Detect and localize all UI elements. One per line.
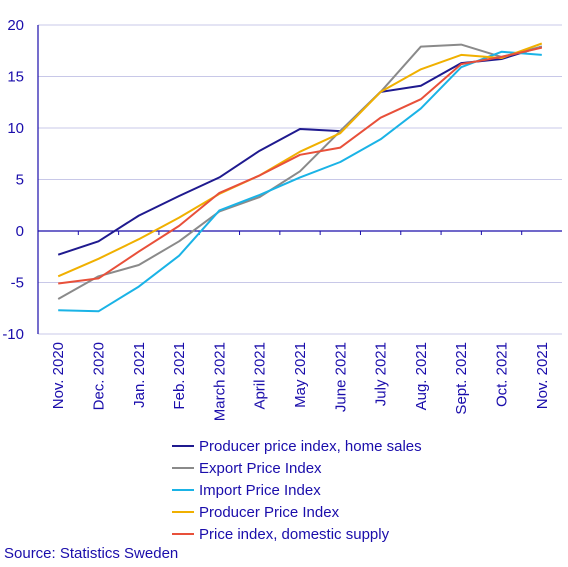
x-tick-label: Nov. 2020 [50, 342, 67, 409]
y-tick-label: 20 [7, 17, 24, 34]
x-tick-label: Oct. 2021 [494, 342, 511, 407]
x-tick-label: May 2021 [292, 342, 309, 408]
x-tick-label: Sept. 2021 [453, 342, 470, 415]
legend: Producer price index, home sales Export P… [172, 438, 422, 543]
gridlines [38, 24, 562, 335]
x-tick-label: Nov. 2021 [534, 342, 551, 409]
x-tick-label: Aug. 2021 [413, 342, 430, 410]
legend-label: Producer price index, home sales [199, 438, 422, 455]
x-tick-label: March 2021 [211, 342, 228, 421]
legend-label: Price index, domestic supply [199, 526, 390, 543]
x-tick-label: June 2021 [332, 342, 349, 412]
y-tick-label: 10 [7, 120, 24, 137]
series-line-5 [58, 46, 543, 285]
series-line-2 [57, 43, 543, 300]
series-lines [57, 42, 543, 313]
y-tick-label: 5 [16, 172, 24, 189]
x-tick-label: Dec. 2020 [90, 342, 107, 410]
series-line-4 [57, 42, 543, 278]
x-tick-label: Feb. 2021 [171, 342, 188, 410]
x-tick-label: Jan. 2021 [131, 342, 148, 408]
legend-label: Import Price Index [199, 482, 321, 499]
y-tick-label: 0 [16, 223, 24, 240]
legend-label: Producer Price Index [199, 504, 340, 521]
x-tick-label: July 2021 [373, 342, 390, 406]
x-axis: Nov. 2020 Dec. 2020 Jan. 2021 Feb. 2021 Marc… [37, 231, 551, 421]
series-line-3 [58, 50, 542, 313]
source-note: Source: Statistics Sweden [4, 545, 179, 562]
y-tick-label: -10 [2, 326, 24, 343]
y-tick-label: 15 [7, 69, 24, 86]
legend-label: Export Price Index [199, 460, 322, 477]
y-tick-label: -5 [11, 275, 24, 292]
x-tick-label: April 2021 [252, 342, 269, 410]
y-axis: -10 -5 0 5 10 15 20 [2, 17, 39, 343]
